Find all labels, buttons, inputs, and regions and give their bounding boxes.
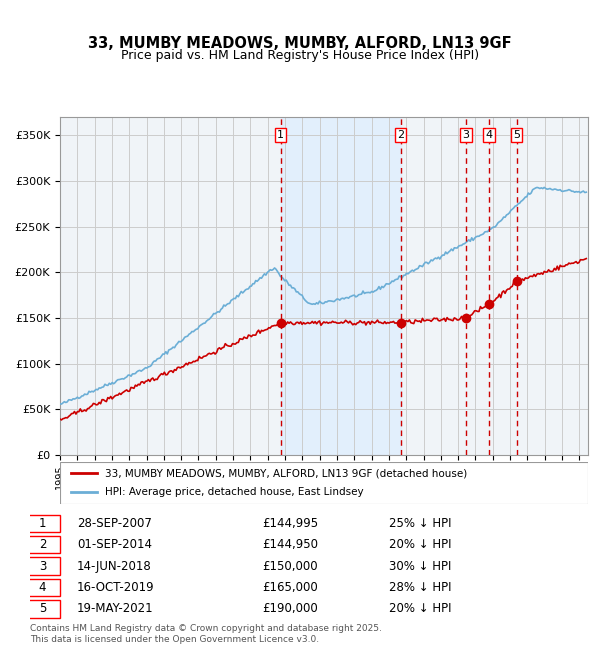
- Text: 2: 2: [38, 538, 46, 551]
- Text: Price paid vs. HM Land Registry's House Price Index (HPI): Price paid vs. HM Land Registry's House …: [121, 49, 479, 62]
- Text: 3: 3: [39, 560, 46, 573]
- Text: £144,950: £144,950: [262, 538, 318, 551]
- Text: 20% ↓ HPI: 20% ↓ HPI: [389, 603, 451, 616]
- FancyBboxPatch shape: [25, 558, 61, 575]
- Text: 1: 1: [38, 517, 46, 530]
- Text: 1: 1: [277, 130, 284, 140]
- Text: £150,000: £150,000: [262, 560, 317, 573]
- FancyBboxPatch shape: [25, 536, 61, 553]
- Text: 30% ↓ HPI: 30% ↓ HPI: [389, 560, 451, 573]
- Text: £144,995: £144,995: [262, 517, 318, 530]
- Text: 19-MAY-2021: 19-MAY-2021: [77, 603, 154, 616]
- Text: 16-OCT-2019: 16-OCT-2019: [77, 581, 155, 594]
- Text: 14-JUN-2018: 14-JUN-2018: [77, 560, 152, 573]
- Text: 25% ↓ HPI: 25% ↓ HPI: [389, 517, 451, 530]
- Text: 28-SEP-2007: 28-SEP-2007: [77, 517, 152, 530]
- Text: £190,000: £190,000: [262, 603, 317, 616]
- FancyBboxPatch shape: [25, 515, 61, 532]
- FancyBboxPatch shape: [60, 462, 588, 504]
- Text: 33, MUMBY MEADOWS, MUMBY, ALFORD, LN13 9GF: 33, MUMBY MEADOWS, MUMBY, ALFORD, LN13 9…: [88, 36, 512, 51]
- Text: 28% ↓ HPI: 28% ↓ HPI: [389, 581, 451, 594]
- Text: 4: 4: [485, 130, 493, 140]
- Bar: [281, 117, 401, 455]
- Text: 20% ↓ HPI: 20% ↓ HPI: [389, 538, 451, 551]
- Text: 5: 5: [39, 603, 46, 616]
- Text: 01-SEP-2014: 01-SEP-2014: [77, 538, 152, 551]
- Text: £165,000: £165,000: [262, 581, 317, 594]
- Text: 2: 2: [397, 130, 404, 140]
- Text: HPI: Average price, detached house, East Lindsey: HPI: Average price, detached house, East…: [105, 487, 364, 497]
- FancyBboxPatch shape: [25, 579, 61, 596]
- Text: 4: 4: [38, 581, 46, 594]
- Text: 33, MUMBY MEADOWS, MUMBY, ALFORD, LN13 9GF (detached house): 33, MUMBY MEADOWS, MUMBY, ALFORD, LN13 9…: [105, 469, 467, 478]
- FancyBboxPatch shape: [25, 601, 61, 618]
- Text: Contains HM Land Registry data © Crown copyright and database right 2025.
This d: Contains HM Land Registry data © Crown c…: [30, 624, 382, 644]
- Text: 3: 3: [463, 130, 469, 140]
- Text: 5: 5: [513, 130, 520, 140]
